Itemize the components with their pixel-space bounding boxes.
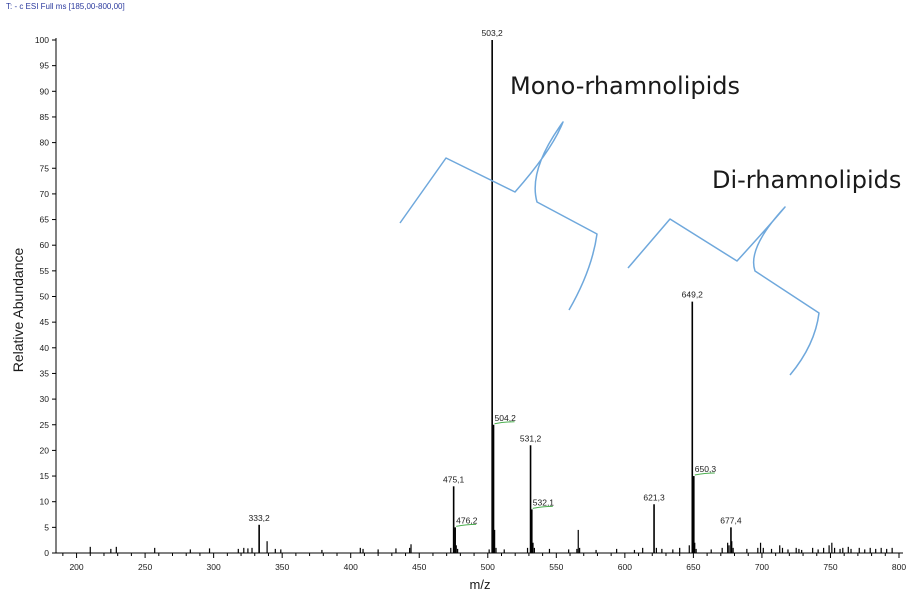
y-tick-label: 10 <box>40 497 50 507</box>
structure-drawings <box>399 121 820 376</box>
y-tick-label: 80 <box>40 138 50 148</box>
x-tick-label: 500 <box>481 562 495 572</box>
y-tick-label: 95 <box>40 61 50 71</box>
x-tick-label: 250 <box>138 562 152 572</box>
x-tick-label: 800 <box>892 562 906 572</box>
y-tick-label: 5 <box>44 522 49 532</box>
y-tick-label: 65 <box>40 215 50 225</box>
x-tick-label: 700 <box>755 562 769 572</box>
y-tick-label: 100 <box>35 35 49 45</box>
y-tick-label: 25 <box>40 420 50 430</box>
y-tick-label: 35 <box>40 368 50 378</box>
x-tick-label: 400 <box>344 562 358 572</box>
peak-label: 677,4 <box>720 515 742 525</box>
y-tick-label: 55 <box>40 266 50 276</box>
x-tick-label: 750 <box>823 562 837 572</box>
peak-label: 503,2 <box>482 28 504 38</box>
x-tick-label: 550 <box>549 562 563 572</box>
x-tick-label: 300 <box>207 562 221 572</box>
scan-info-header: T: - c ESI Full ms [185,00-800,00] <box>6 2 125 11</box>
x-axis-label: m/z <box>470 577 491 592</box>
peak-label-underline <box>694 472 715 476</box>
y-tick-label: 0 <box>44 548 49 558</box>
peak-label-underline <box>456 523 477 527</box>
y-axis-label: Relative Abundance <box>10 248 26 373</box>
y-tick-label: 60 <box>40 240 50 250</box>
x-tick-label: 450 <box>412 562 426 572</box>
di-rhamnolipids-label: Di-rhamnolipids <box>712 166 902 194</box>
mono-rhamnolipids-label: Mono-rhamnolipids <box>510 72 741 100</box>
peak-label: 621,3 <box>643 492 665 502</box>
y-tick-label: 50 <box>40 292 50 302</box>
y-tick-label: 45 <box>40 317 50 327</box>
peak-label: 650,3 <box>695 464 717 474</box>
di-rhamnolipid-structure-drawing <box>627 206 820 376</box>
x-axis: 200 250 300 350 400 450 500 550 600 650 700 750 800 <box>56 552 906 572</box>
x-tick-label: 200 <box>69 562 83 572</box>
peak-label-underline <box>532 505 553 509</box>
mono-rhamnolipid-structure-drawing <box>399 121 598 311</box>
x-tick-label: 350 <box>275 562 289 572</box>
peak-label-underline <box>494 421 515 425</box>
peak-label: 475,1 <box>443 474 465 484</box>
peak-label: 531,2 <box>520 433 542 443</box>
y-tick-label: 40 <box>40 343 50 353</box>
peaks <box>89 40 893 553</box>
y-tick-label: 20 <box>40 445 50 455</box>
y-axis: 0 5 10 15 20 25 30 35 40 45 50 55 60 65 70 75 80 85 90 95 10… <box>35 35 57 558</box>
y-tick-label: 75 <box>40 163 50 173</box>
peak-label: 532,1 <box>533 497 555 507</box>
y-tick-label: 90 <box>40 86 50 96</box>
x-tick-label: 600 <box>618 562 632 572</box>
y-tick-label: 30 <box>40 394 50 404</box>
peak-label: 649,2 <box>682 290 704 300</box>
peak-label: 476,2 <box>456 515 478 525</box>
x-tick-label: 650 <box>686 562 700 572</box>
y-tick-label: 15 <box>40 471 50 481</box>
peak-label: 504,2 <box>495 413 517 423</box>
y-tick-label: 70 <box>40 189 50 199</box>
y-tick-label: 85 <box>40 112 50 122</box>
peak-label: 333,2 <box>249 513 271 523</box>
